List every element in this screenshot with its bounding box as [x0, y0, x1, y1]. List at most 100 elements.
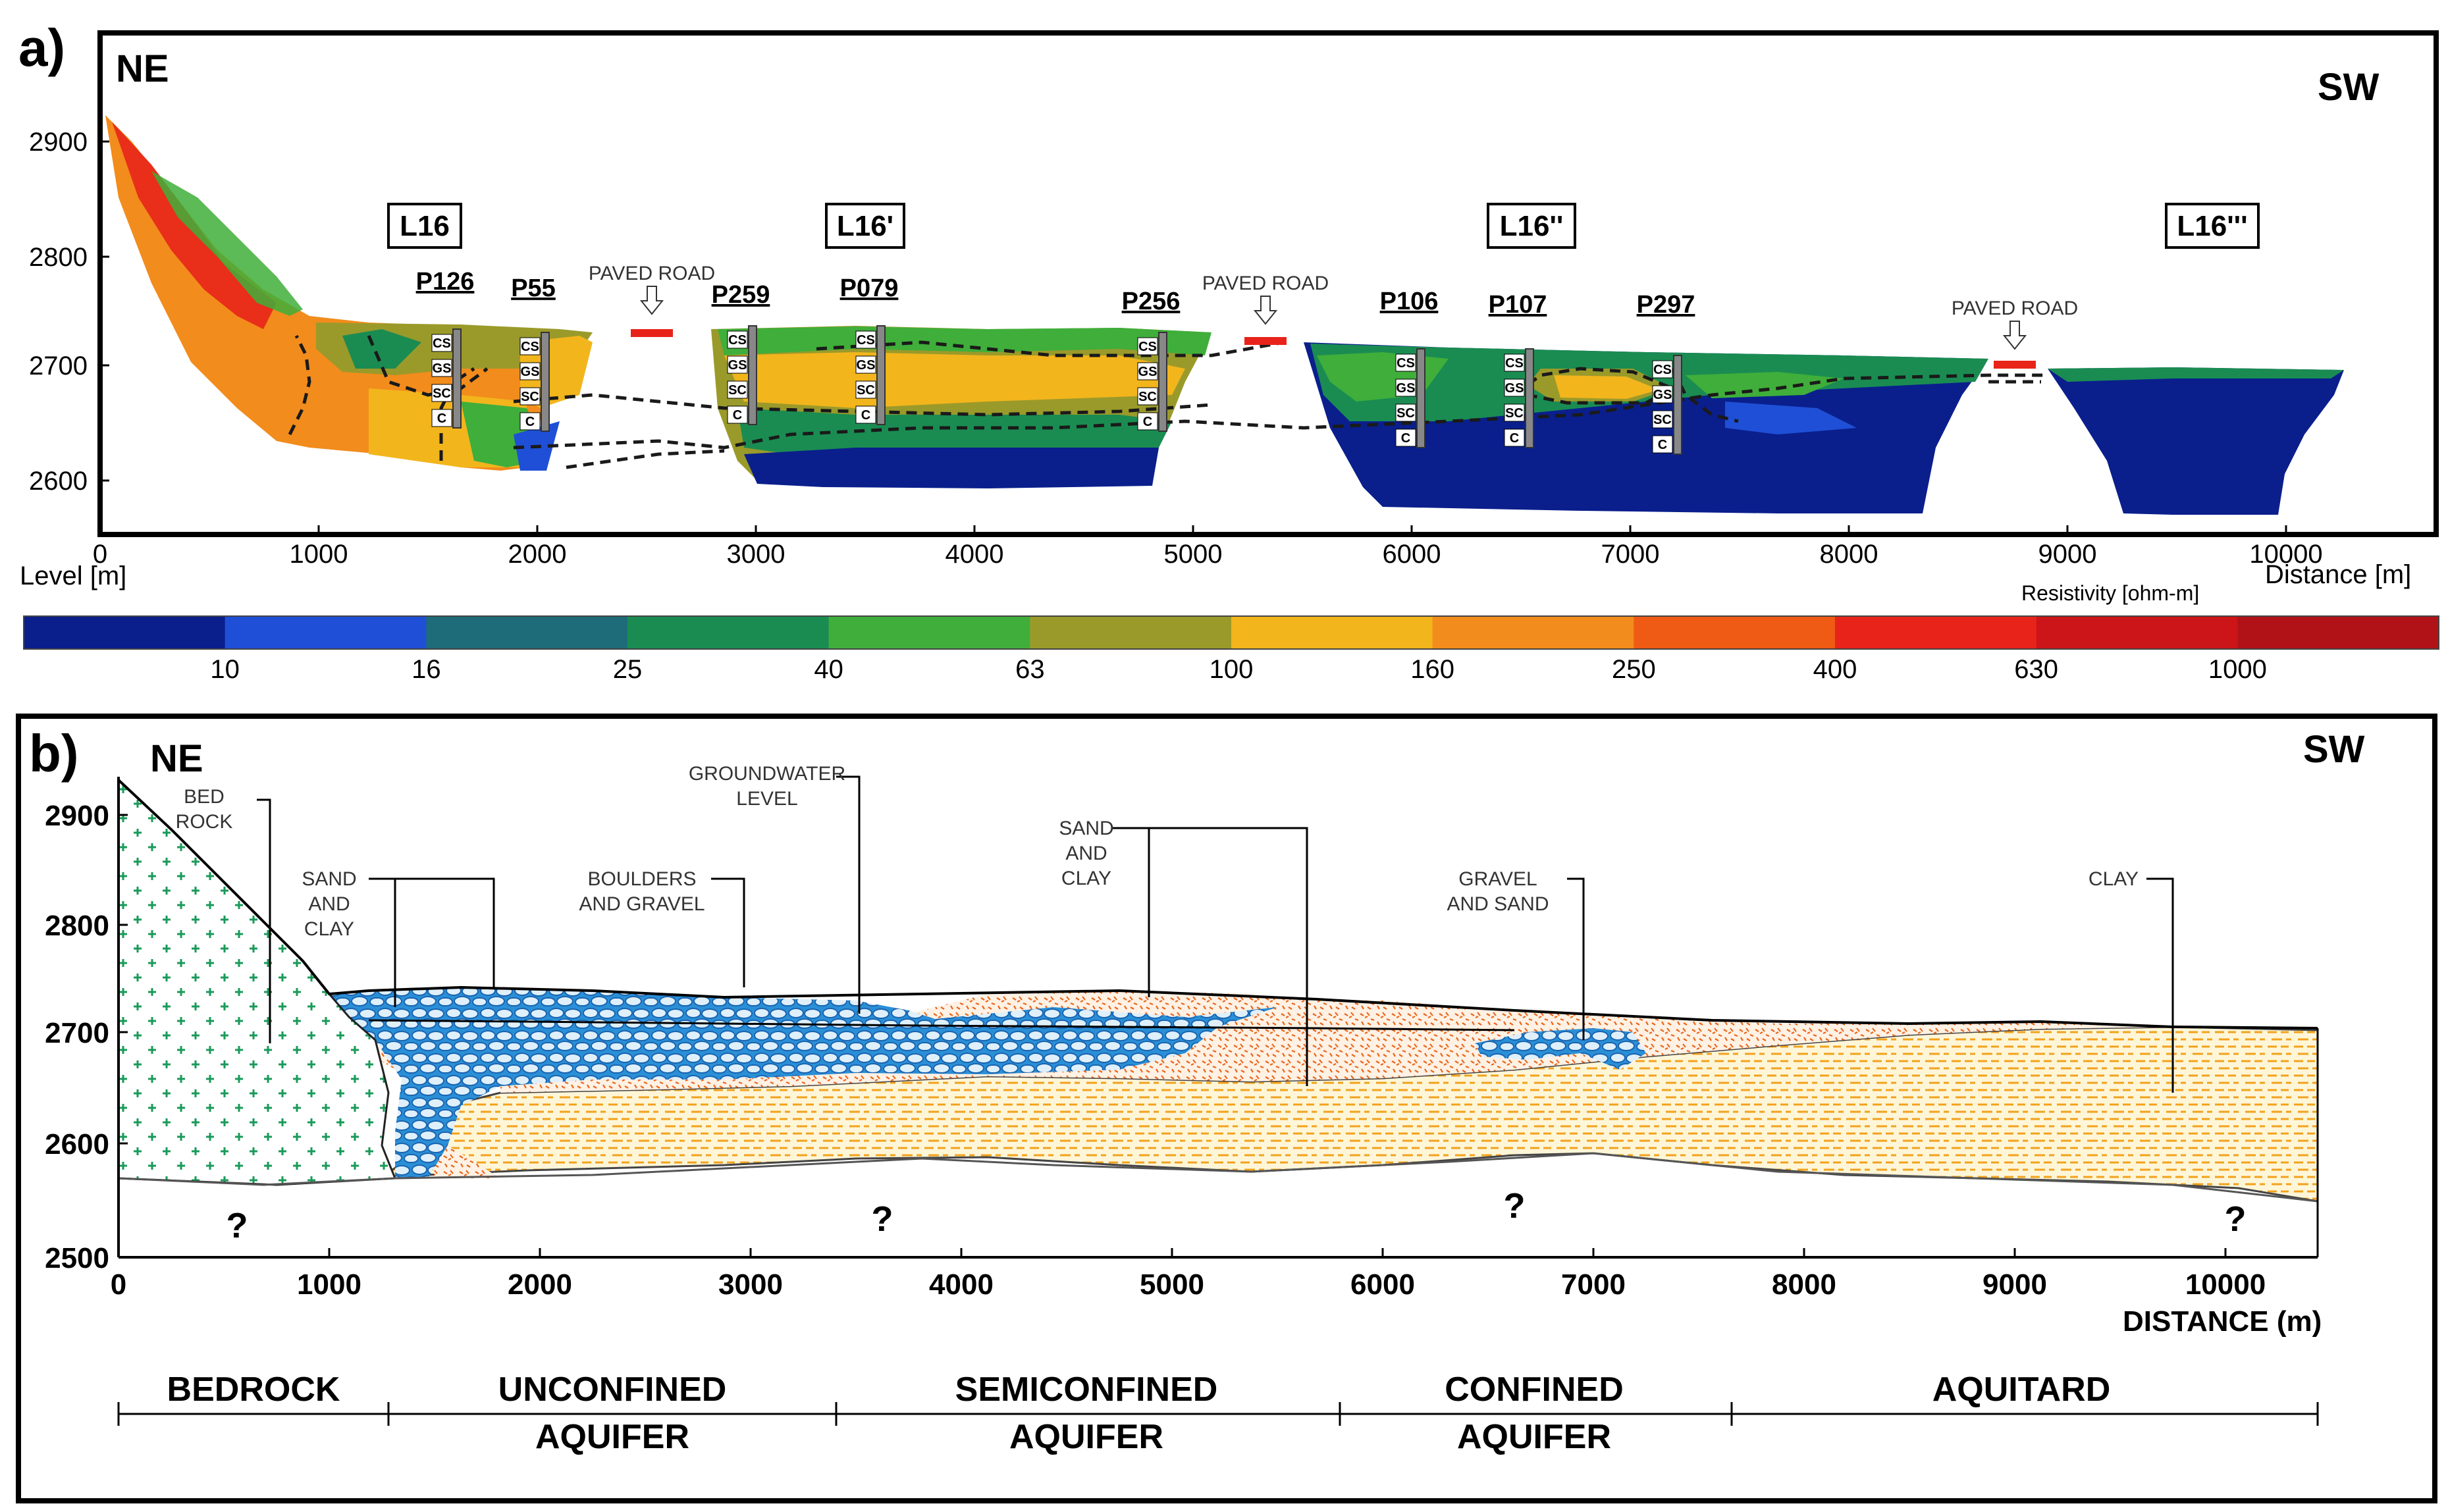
soil-code-box	[431, 409, 452, 427]
panel-a-level-label: Level [m]	[20, 561, 126, 590]
soil-code: C	[861, 408, 870, 423]
soil-code: C	[1401, 431, 1410, 446]
colorbar-tick-label: 10	[210, 655, 240, 684]
annotation-sand-clay-1: CLAY	[304, 918, 354, 940]
colorbar-tick-label: 630	[2014, 655, 2058, 684]
line-label-box	[825, 203, 905, 249]
colorbar-swatch	[2237, 616, 2439, 649]
annotation-boulders: BOULDERS	[587, 868, 696, 890]
paved-road-markers: PAVED ROAD PAVED ROAD PAVED ROAD	[589, 263, 2078, 369]
zone-label-sub: AQUIFER	[535, 1418, 689, 1456]
well-label: P126	[416, 268, 475, 296]
colorbar-swatch	[1030, 616, 1232, 649]
annotation-leaders	[257, 775, 2174, 1093]
road-marker	[1994, 361, 2036, 369]
x-tick-label: 10000	[2249, 540, 2322, 569]
basement-line	[118, 1152, 2318, 1203]
x-tick-label: 9000	[1982, 1268, 2047, 1301]
soil-code-box	[1652, 385, 1673, 404]
colorbar-swatch	[2036, 616, 2239, 649]
colorbar-swatch	[627, 616, 830, 649]
paved-road-label: PAVED ROAD	[1952, 298, 2078, 319]
soil-code-box	[727, 330, 748, 349]
soil-code-box	[727, 405, 748, 424]
colorbar-frame	[23, 615, 2439, 650]
annotation-sand-clay-2: AND	[1065, 843, 1107, 864]
panel-a-y-axis: 2900 2800 2700 2600	[29, 128, 109, 496]
soil-code: C	[1143, 415, 1152, 429]
soil-code-box	[1652, 410, 1673, 429]
colorbar-tick-label: 25	[613, 655, 643, 684]
line-label: L16'	[837, 210, 893, 242]
line-label-box	[1487, 203, 1576, 249]
panel-a-letter: a)	[18, 18, 65, 77]
zone-label: UNCONFINED	[498, 1370, 727, 1409]
soil-code-box	[855, 380, 876, 399]
soil-code: CS	[857, 333, 875, 348]
colorbar-tick-label: 100	[1210, 655, 1254, 684]
soil-code: GS	[521, 365, 540, 379]
arrow-down-icon	[1253, 296, 1278, 325]
soil-code-box	[1395, 429, 1416, 447]
soil-code: C	[1658, 438, 1667, 452]
soil-code: CS	[521, 340, 539, 354]
panel-a: P126 CS GS SC C P55 CS GS SC C P259 CS GS SC C P079 CS GS…	[97, 30, 2439, 537]
soil-code-box	[1504, 353, 1525, 372]
zone-label-sub: AQUIFER	[1009, 1418, 1163, 1456]
annotation-bedrock: BED	[184, 786, 225, 808]
resistivity-section-l16ppp	[2048, 367, 2344, 515]
panel-b-left-direction: NE	[150, 737, 203, 780]
soil-code-box	[1504, 429, 1525, 447]
colorbar-swatch	[1634, 616, 1836, 649]
line-labels: L16 L16' L16'' L16'''	[387, 203, 2260, 249]
colorbar-swatch	[828, 616, 1031, 649]
soil-code-box	[855, 355, 876, 374]
unknown-marker: ?	[872, 1199, 893, 1239]
zone-labels: BEDROCK UNCONFINED AQUIFER SEMICONFINED AQUI…	[167, 1370, 2111, 1456]
soil-code: SC	[1505, 406, 1524, 421]
annotation-gravel-sand: AND SAND	[1447, 893, 1549, 915]
x-tick-label: 8000	[1820, 540, 1878, 569]
soil-code: GS	[728, 358, 747, 373]
soil-code: CS	[1653, 363, 1672, 377]
panel-b-frame	[16, 714, 2437, 1503]
panel-a-left-direction: NE	[116, 47, 169, 90]
boulders-gravel-layer	[329, 987, 1277, 1178]
soil-code-box	[1652, 435, 1673, 454]
line-label-box	[2165, 203, 2260, 249]
soil-code-box	[727, 355, 748, 374]
panel-b-annotations: BED ROCK SAND AND CLAY BOULDERS AND GRAVEL GROU…	[176, 763, 2139, 940]
soil-code-box	[855, 330, 876, 349]
soil-code: GS	[1397, 381, 1416, 396]
well-label: P107	[1489, 291, 1547, 319]
x-tick-label: 1000	[290, 540, 348, 569]
colorbar-tick-label: 400	[1813, 655, 1857, 684]
y-tick-label: 2500	[45, 1242, 109, 1274]
zone-label: CONFINED	[1445, 1370, 1624, 1409]
x-tick-label: 10000	[2185, 1268, 2266, 1301]
y-tick-label: 2800	[45, 910, 109, 942]
resistivity-label: Resistivity [ohm-m]	[2021, 581, 2199, 605]
x-tick-label: 6000	[1383, 540, 1441, 569]
borehole	[1525, 348, 1534, 448]
soil-code: GS	[1653, 388, 1672, 402]
soil-code: SC	[1653, 413, 1672, 427]
well-label: P297	[1637, 291, 1695, 319]
colorbar-swatch	[1231, 616, 1433, 649]
zone-bracket	[117, 1402, 2319, 1426]
soil-code: C	[525, 415, 535, 429]
colorbar-swatch	[1432, 616, 1635, 649]
colorbar-tick-label: 250	[1612, 655, 1656, 684]
y-tick-label: 2900	[29, 128, 88, 157]
soil-code-box	[1395, 353, 1416, 372]
soil-code: C	[1510, 431, 1519, 446]
annotation-clay: CLAY	[2089, 868, 2139, 890]
arrow-down-icon	[639, 286, 664, 315]
panel-b-y-axis: 2900 2800 2700 2600 2500	[45, 800, 128, 1274]
annotation-groundwater: GROUNDWATER	[689, 763, 845, 785]
x-tick-label: 8000	[1772, 1268, 1836, 1301]
colorbar-tick-label: 1000	[2208, 655, 2267, 684]
soil-code: SC	[1397, 406, 1415, 421]
panel-b-letter: b)	[29, 724, 79, 783]
